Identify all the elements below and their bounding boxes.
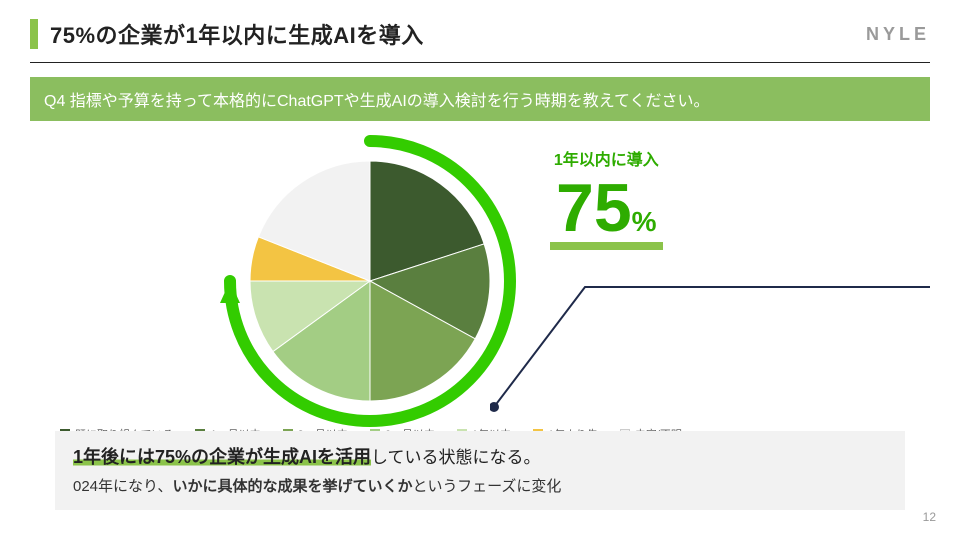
footer-line-1: 1年後には75%の企業が生成AIを活用している状態になる。 xyxy=(73,448,541,467)
footer-line1-bold: 1年後には75%の企業が生成AIを活用 xyxy=(73,447,371,467)
page-number: 12 xyxy=(923,510,936,524)
footer-line2-pre: 024年になり、 xyxy=(73,478,172,495)
pie-chart xyxy=(230,141,510,421)
brand-logo: NYLE xyxy=(866,24,930,45)
callout-value: 75% xyxy=(550,174,663,250)
footer-line-2: 024年になり、いかに具体的な成果を挙げていくかというフェーズに変化 xyxy=(73,475,887,496)
callout-number: 75 xyxy=(556,170,632,246)
question-bar: Q4 指標や予算を持って本格的にChatGPTや生成AIの導入検討を行う時期を教… xyxy=(30,77,930,121)
callout-suffix: % xyxy=(632,206,657,237)
pie-svg xyxy=(230,141,510,421)
title-accent-bar xyxy=(30,19,38,49)
title-left: 75%の企業が1年以内に生成AIを導入 xyxy=(30,18,424,50)
footer-line1-rest: している状態になる。 xyxy=(371,448,541,467)
footer-line2-rest: というフェーズに変化 xyxy=(412,478,561,495)
chart-area: 1年以内に導入 75% xyxy=(0,131,960,451)
callout-connector xyxy=(490,281,930,421)
header-rule xyxy=(30,62,930,63)
page-title: 75%の企業が1年以内に生成AIを導入 xyxy=(50,18,424,50)
callout-label: 1年以内に導入 xyxy=(550,146,663,170)
footer-box: 1年後には75%の企業が生成AIを活用している状態になる。 024年になり、いか… xyxy=(55,431,905,510)
callout: 1年以内に導入 75% xyxy=(550,146,663,250)
footer-line2-bold: いかに具体的な成果を挙げていくか xyxy=(172,478,412,495)
header-row: 75%の企業が1年以内に生成AIを導入 NYLE xyxy=(0,0,960,62)
